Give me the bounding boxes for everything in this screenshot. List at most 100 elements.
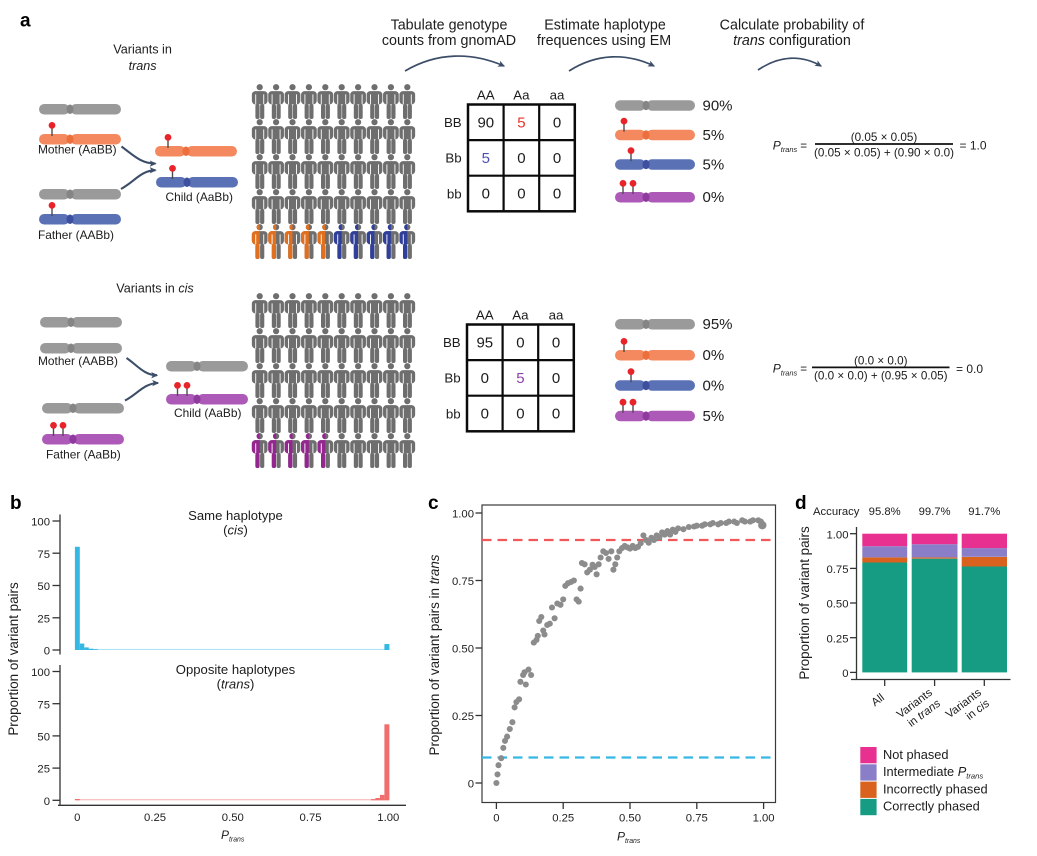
svg-text:bb: bb [447,186,462,201]
svg-text:0: 0 [517,186,525,203]
svg-text:5%: 5% [703,127,725,144]
svg-text:trans configuration: trans configuration [733,33,851,49]
svg-text:Same haplotype: Same haplotype [188,508,283,523]
svg-text:frequences using EM: frequences using EM [537,33,671,49]
svg-text:0: 0 [493,813,499,825]
svg-text:5: 5 [517,114,525,131]
svg-text:trans: trans [129,59,158,73]
svg-text:0%: 0% [703,377,725,394]
svg-text:(0.0 × 0.0) + (0.95 × 0.05): (0.0 × 0.0) + (0.95 × 0.05) [814,370,948,383]
svg-text:b: b [10,493,22,514]
svg-text:Bb: Bb [445,151,461,166]
svg-text:5%: 5% [703,408,725,425]
svg-text:1.00: 1.00 [377,812,399,824]
svg-text:(0.0 × 0.0): (0.0 × 0.0) [854,355,908,368]
svg-text:Correctly phased: Correctly phased [883,799,980,814]
svg-text:Tabulate genotype: Tabulate genotype [391,18,508,34]
svg-text:75: 75 [37,699,50,711]
svg-text:95%: 95% [703,316,733,333]
svg-text:90%: 90% [703,97,733,114]
svg-text:Aa: Aa [512,308,529,323]
svg-text:(0.05 × 0.05) + (0.90 × 0.0): (0.05 × 0.05) + (0.90 × 0.0) [814,146,954,159]
svg-text:25: 25 [37,613,50,625]
svg-text:0: 0 [516,406,524,423]
svg-text:AA: AA [477,88,495,103]
svg-text:Bb: Bb [444,371,460,386]
svg-text:50: 50 [37,732,50,744]
svg-text:0.75: 0.75 [452,576,474,588]
svg-text:=: = [800,363,807,376]
svg-text:0.75: 0.75 [686,813,708,825]
svg-text:bb: bb [446,406,461,421]
svg-text:25: 25 [37,764,50,776]
svg-text:0.75: 0.75 [827,564,849,576]
svg-text:5: 5 [482,150,490,167]
svg-text:0.50: 0.50 [452,644,474,656]
svg-text:= 1.0: = 1.0 [960,139,987,153]
svg-text:0: 0 [553,150,561,167]
svg-text:0%: 0% [703,347,725,364]
svg-text:95.8%: 95.8% [869,506,901,518]
svg-text:Not phased: Not phased [883,747,948,762]
svg-text:0: 0 [552,406,560,423]
svg-text:100: 100 [31,667,50,679]
svg-text:0: 0 [553,186,561,203]
svg-text:Proportion of variant pairs: Proportion of variant pairs [797,526,812,680]
svg-text:0: 0 [516,334,524,351]
svg-text:0: 0 [842,668,848,680]
svg-text:0: 0 [552,334,560,351]
svg-text:5: 5 [516,370,524,387]
svg-text:(cis): (cis) [223,523,248,538]
svg-text:0: 0 [481,406,489,423]
svg-text:0.50: 0.50 [222,812,244,824]
svg-text:a: a [20,11,31,32]
svg-text:75: 75 [37,549,50,561]
svg-text:Father (AABb): Father (AABb) [38,228,114,242]
svg-text:d: d [795,493,807,514]
svg-text:0: 0 [482,186,490,203]
svg-text:Estimate haplotype: Estimate haplotype [544,18,666,34]
svg-text:Proportion of variant pairs: Proportion of variant pairs [6,582,21,736]
svg-text:Calculate probability of: Calculate probability of [720,18,865,34]
svg-text:0.25: 0.25 [552,813,574,825]
svg-text:= 0.0: = 0.0 [956,362,983,376]
svg-text:Child (AaBb): Child (AaBb) [174,406,241,420]
svg-text:90: 90 [477,114,494,131]
svg-text:BB: BB [444,115,462,130]
svg-text:c: c [428,493,439,514]
svg-text:aa: aa [549,308,564,323]
svg-text:0: 0 [44,796,50,808]
svg-text:0%: 0% [703,189,725,206]
svg-text:0: 0 [44,646,50,658]
svg-text:1.00: 1.00 [753,813,775,825]
svg-text:95: 95 [476,334,493,351]
svg-text:0: 0 [552,370,560,387]
svg-text:0: 0 [553,114,561,131]
svg-text:Variants in cis: Variants in cis [116,282,194,296]
svg-text:0.50: 0.50 [827,599,849,611]
svg-text:Father (AaBb): Father (AaBb) [46,448,121,462]
svg-text:Mother (AABB): Mother (AABB) [38,354,118,368]
svg-text:0: 0 [481,370,489,387]
svg-text:0.25: 0.25 [144,812,166,824]
svg-text:Intermediate Ptrans: Intermediate Ptrans [883,764,983,781]
svg-text:0: 0 [517,150,525,167]
svg-text:100: 100 [31,517,50,529]
svg-text:Opposite haplotypes: Opposite haplotypes [176,662,296,677]
svg-text:1.00: 1.00 [827,529,849,541]
svg-text:counts from gnomAD: counts from gnomAD [382,33,516,49]
svg-text:Mother (AaBB): Mother (AaBB) [38,143,117,157]
svg-text:BB: BB [443,335,461,350]
svg-text:AA: AA [476,308,494,323]
svg-text:50: 50 [37,581,50,593]
svg-text:Proportion of variant pairs in: Proportion of variant pairs in trans [427,554,442,755]
svg-text:0: 0 [74,812,80,824]
svg-text:5%: 5% [703,156,725,173]
svg-text:Accuracy: Accuracy [813,506,860,518]
svg-text:1.00: 1.00 [452,509,474,521]
svg-text:aa: aa [550,88,565,103]
svg-text:0: 0 [468,779,474,791]
svg-text:=: = [800,139,807,152]
svg-text:99.7%: 99.7% [919,506,951,518]
svg-text:0.75: 0.75 [300,812,322,824]
